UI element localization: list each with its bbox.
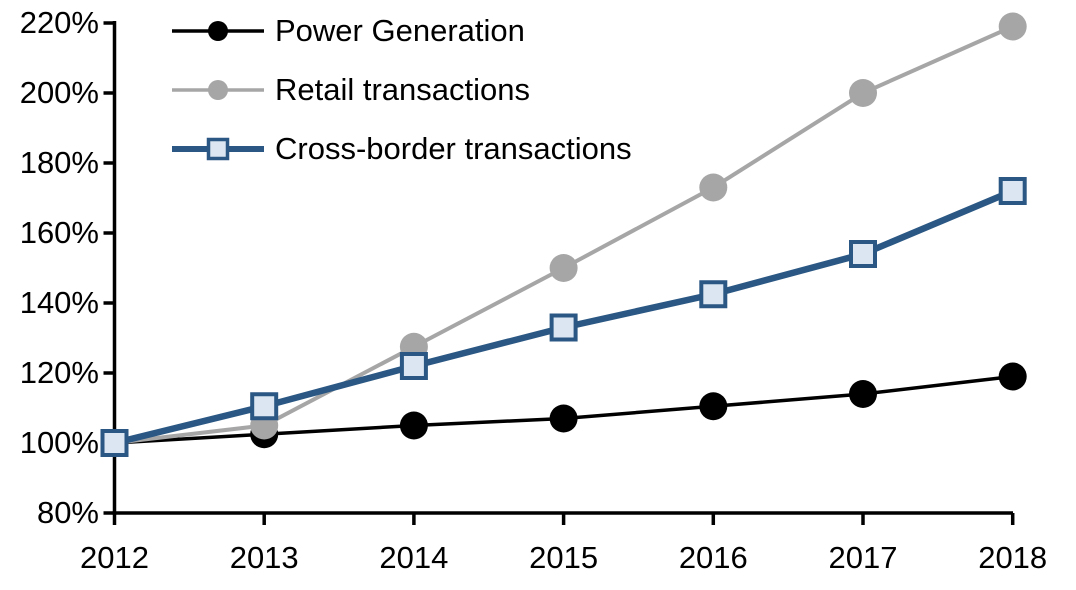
legend-marker-cross-border-transactions xyxy=(172,137,264,160)
data-point-cross-border-transactions xyxy=(699,280,728,309)
x-tick-label: 2015 xyxy=(529,540,599,575)
y-tick-label: 140% xyxy=(19,285,99,320)
data-point-retail-transactions xyxy=(699,173,728,202)
data-point-power-generation xyxy=(399,411,428,440)
legend-item-retail-transactions: Retail transactions xyxy=(172,60,632,119)
data-point-power-generation xyxy=(998,362,1027,391)
legend: Power Generation Retail transactions Cross… xyxy=(172,1,632,178)
data-point-power-generation xyxy=(849,380,877,408)
legend-label-retail-transactions: Retail transactions xyxy=(275,71,531,107)
legend-item-cross-border-transactions: Cross-border transactions xyxy=(172,119,632,178)
data-point-retail-transactions xyxy=(549,254,578,282)
y-tick-label: 180% xyxy=(19,145,99,180)
legend-label-power-generation: Power Generation xyxy=(275,12,525,48)
y-tick-label: 120% xyxy=(19,355,99,390)
y-tick-label: 80% xyxy=(36,495,99,530)
legend-marker-retail-transactions xyxy=(172,79,264,100)
x-tick-label: 2017 xyxy=(828,540,898,575)
legend-marker-power-generation xyxy=(172,20,264,41)
y-tick-label: 220% xyxy=(19,5,99,40)
legend-item-power-generation: Power Generation xyxy=(172,1,632,60)
x-tick-label: 2018 xyxy=(978,540,1048,575)
y-tick-label: 100% xyxy=(19,425,99,460)
data-point-cross-border-transactions xyxy=(250,392,279,421)
data-point-power-generation xyxy=(699,392,728,421)
data-point-cross-border-transactions xyxy=(100,429,129,457)
y-tick-label: 200% xyxy=(19,75,99,110)
x-tick-label: 2016 xyxy=(678,540,748,575)
x-tick-label: 2012 xyxy=(80,540,149,575)
data-point-retail-transactions xyxy=(849,79,877,107)
data-point-cross-border-transactions xyxy=(399,352,428,380)
data-point-cross-border-transactions xyxy=(549,313,578,342)
data-point-power-generation xyxy=(549,404,578,433)
x-tick-label: 2014 xyxy=(379,540,449,575)
legend-label-cross-border-transactions: Cross-border transactions xyxy=(275,130,632,166)
y-tick-label: 160% xyxy=(19,215,99,250)
data-point-cross-border-transactions xyxy=(998,177,1027,205)
data-point-retail-transactions xyxy=(998,12,1027,41)
x-tick-label: 2013 xyxy=(229,540,299,575)
data-point-cross-border-transactions xyxy=(849,240,877,268)
